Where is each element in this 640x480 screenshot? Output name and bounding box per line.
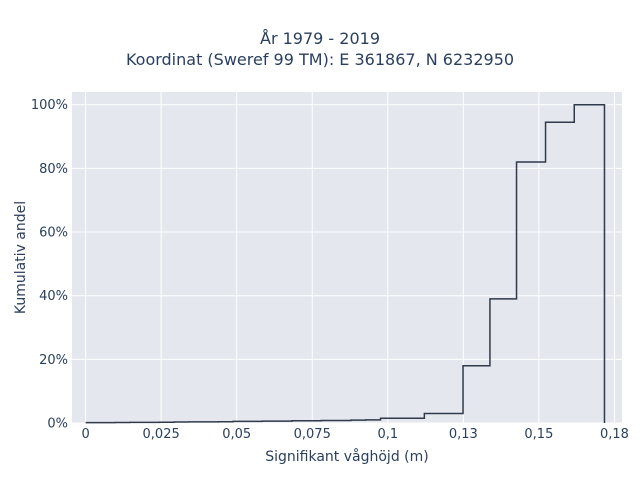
x-tick-label: 0,075 — [294, 427, 331, 442]
y-axis-ticks: 0% 20% 40% 60% 80% 100% — [31, 98, 68, 431]
y-tick-label: 20% — [39, 353, 68, 368]
y-axis-label: Kumulativ andel — [13, 201, 29, 314]
x-tick-label: 0 — [81, 427, 89, 442]
cumulative-step-line — [85, 103, 606, 424]
x-tick-label: 0,05 — [222, 427, 251, 442]
x-tick-label: 0,15 — [524, 427, 553, 442]
x-tick-label: 0,025 — [143, 427, 180, 442]
x-tick-label: 0,18 — [600, 427, 629, 442]
x-axis-ticks: 0 0,025 0,05 0,075 0,1 0,13 0,15 0,18 — [81, 427, 628, 442]
x-axis-label: Signifikant våghöjd (m) — [265, 448, 428, 465]
plot-area — [72, 92, 622, 423]
grid-lines — [72, 92, 622, 424]
y-tick-label: 80% — [39, 162, 68, 177]
y-tick-label: 60% — [39, 226, 68, 241]
x-tick-label: 0,1 — [377, 427, 398, 442]
y-tick-label: 100% — [31, 98, 68, 113]
x-tick-label: 0,13 — [449, 427, 478, 442]
series-group — [85, 103, 606, 424]
chart-subtitle: Koordinat (Sweref 99 TM): E 361867, N 62… — [125, 50, 515, 69]
chart-title: År 1979 - 2019 — [260, 29, 380, 48]
y-tick-label: 40% — [39, 289, 68, 304]
y-tick-label: 0% — [47, 417, 68, 432]
